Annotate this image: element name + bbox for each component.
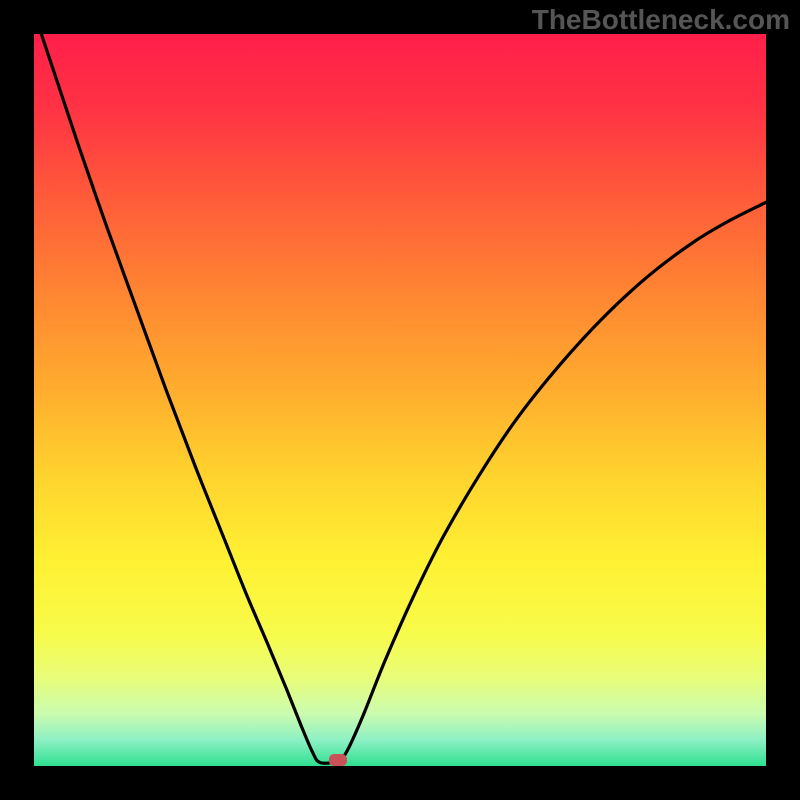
bottleneck-curve: [41, 34, 766, 763]
min-marker: [329, 754, 347, 766]
chart-frame: TheBottleneck.com: [0, 0, 800, 800]
plot-area: [34, 34, 766, 766]
watermark-text: TheBottleneck.com: [532, 4, 790, 36]
curve-layer: [34, 34, 766, 766]
